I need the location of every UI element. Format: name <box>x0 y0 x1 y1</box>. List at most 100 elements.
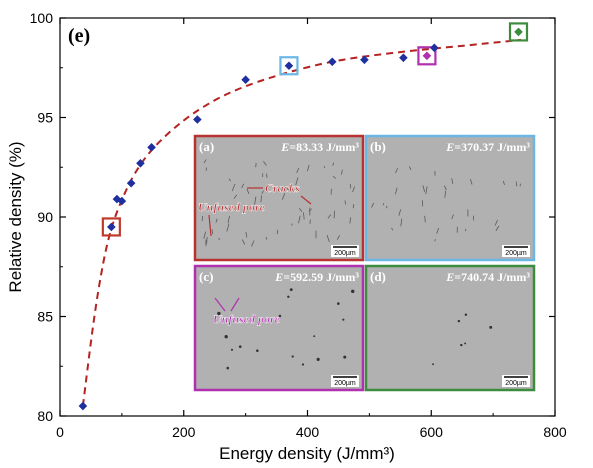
micrograph-crack <box>241 183 245 189</box>
micrograph-crack <box>201 216 204 222</box>
data-point <box>147 143 156 152</box>
micrograph-crack <box>443 185 447 191</box>
panel-label: (e) <box>68 25 90 47</box>
micrograph-crack <box>261 190 264 195</box>
inset-energy-label: E=740.74 J/mm³ <box>445 270 530 284</box>
data-point <box>422 51 432 61</box>
micrograph-crack <box>451 214 454 220</box>
micrograph-crack <box>263 161 267 166</box>
y-tick-label: 100 <box>30 10 54 26</box>
y-tick-label: 80 <box>37 408 53 424</box>
micrograph-crack <box>251 240 255 247</box>
micrograph-crack <box>395 167 399 174</box>
data-points <box>78 27 523 411</box>
micrograph-crack <box>246 188 250 195</box>
data-point <box>117 196 127 206</box>
micrograph-crack <box>233 194 238 199</box>
micrograph-pore <box>464 342 467 345</box>
data-point <box>327 57 337 67</box>
x-tick-label: 0 <box>56 424 64 440</box>
micrograph-frame <box>193 134 365 262</box>
annotation-cracks: Cracks <box>265 181 300 195</box>
micrograph-pore <box>464 313 468 316</box>
data-point <box>136 158 145 168</box>
micrograph-crack <box>502 180 505 186</box>
micrograph-pore <box>238 345 242 348</box>
x-tick-label: 800 <box>543 424 567 440</box>
micrograph-crack <box>424 215 426 223</box>
fit-curve <box>81 38 522 407</box>
micrograph-crack <box>395 187 398 195</box>
micrograph-crack <box>245 231 248 238</box>
micrograph-crack <box>344 200 346 205</box>
highlight-box <box>279 56 299 76</box>
y-tick-label: 85 <box>37 309 53 325</box>
micrograph-crack <box>211 229 214 235</box>
micrograph-crack <box>226 223 230 232</box>
micrograph-pore <box>230 348 234 351</box>
scale-bar-label: 200µm <box>505 250 527 257</box>
micrograph-pore <box>351 289 355 294</box>
inset-label: (a) <box>199 139 214 154</box>
inset-label: (b) <box>370 139 386 154</box>
scale-bar-bg <box>331 245 359 257</box>
micrograph-crack <box>349 217 351 224</box>
annotation-unfused-pore: Unfused pore <box>198 200 266 214</box>
micrograph-crack <box>291 223 293 226</box>
micrograph-crack <box>203 231 207 239</box>
scale-bar-bg <box>331 375 359 387</box>
data-point <box>107 222 116 232</box>
micrograph-crack <box>444 190 447 198</box>
micrograph-pore <box>432 363 435 366</box>
micrograph-crack <box>327 214 332 219</box>
micrograph-frame <box>193 264 365 392</box>
micrograph-pore <box>316 357 320 361</box>
inset-label: (d) <box>370 269 386 284</box>
data-point <box>514 27 523 37</box>
scale-bar-bg <box>502 375 530 387</box>
data-point <box>399 53 408 63</box>
data-point <box>193 115 202 124</box>
x-axis-label: Energy density (J/mm³) <box>219 444 395 463</box>
micrograph-crack <box>227 215 230 224</box>
micrograph-crack <box>451 178 454 184</box>
micrograph-crack <box>254 196 257 205</box>
micrograph-crack <box>371 202 374 208</box>
micrograph-pore <box>278 314 282 318</box>
inset-energy-label: E=370.37 J/mm³ <box>445 140 530 154</box>
annotation-arrow <box>300 195 312 205</box>
micrograph-crack <box>352 186 356 193</box>
inset-panel-b: (b) E=370.37 J/mm³ 200µm <box>364 134 536 262</box>
scale-bar-label: 200µm <box>334 250 356 257</box>
tick-labels: 0 200 400 600 800 80 85 90 95 100 <box>30 10 567 440</box>
micrograph-pore <box>460 343 463 347</box>
inset-energy-label: E=592.59 J/mm³ <box>274 270 359 284</box>
micrograph-crack <box>336 235 341 240</box>
micrograph-crack <box>398 209 402 216</box>
x-tick-label: 600 <box>420 424 444 440</box>
micrograph-crack <box>400 218 403 227</box>
micrograph-crack <box>515 181 518 187</box>
highlight-box <box>101 217 121 237</box>
annotation-arrow <box>208 214 212 237</box>
micrograph-crack <box>332 175 337 179</box>
micrograph-pore <box>489 325 493 329</box>
micrograph-crack <box>206 236 208 244</box>
micrograph-crack <box>231 183 236 192</box>
data-point <box>430 43 439 53</box>
y-tick-label: 95 <box>37 110 53 126</box>
micrograph-pore <box>287 295 290 298</box>
x-tick-label: 200 <box>172 424 196 440</box>
micrograph-crack <box>434 238 436 242</box>
micrograph-crack <box>307 164 310 172</box>
highlight-box <box>508 22 529 42</box>
micrograph-pore <box>224 335 228 339</box>
micrograph-pore <box>337 302 340 305</box>
micrograph-pore <box>226 366 230 370</box>
micrograph-crack <box>352 204 355 209</box>
micrograph-crack <box>203 159 207 164</box>
micrograph-pore <box>342 318 345 321</box>
inset-panel-d: (d) E=740.74 J/mm³ 200µm <box>364 264 536 392</box>
micrograph-crack <box>333 210 335 219</box>
